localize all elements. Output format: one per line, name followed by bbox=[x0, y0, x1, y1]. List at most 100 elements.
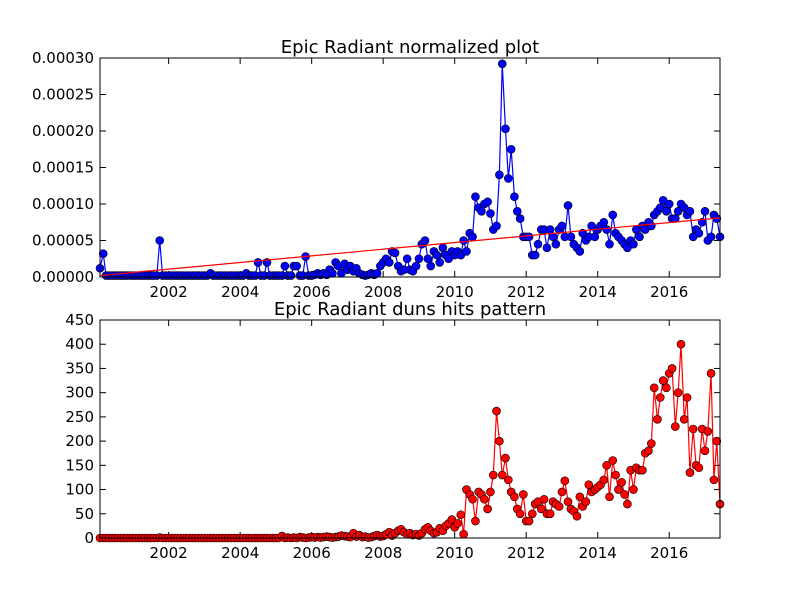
data-point bbox=[483, 197, 492, 207]
data-point bbox=[700, 446, 710, 456]
data-point bbox=[703, 427, 713, 436]
data-point bbox=[599, 475, 609, 485]
data-point bbox=[599, 217, 609, 227]
data-point bbox=[459, 529, 468, 539]
x-tick-label: 2016 bbox=[650, 544, 688, 562]
data-point bbox=[438, 243, 448, 253]
y-tick-label: 0 bbox=[84, 529, 94, 547]
y-tick-label: 100 bbox=[65, 481, 94, 499]
data-point bbox=[560, 476, 570, 486]
data-point bbox=[635, 232, 644, 242]
x-tick-label: 2002 bbox=[150, 283, 188, 301]
data-point bbox=[709, 475, 719, 485]
data-point bbox=[682, 393, 692, 402]
data-point bbox=[575, 492, 585, 502]
data-point bbox=[557, 221, 567, 231]
data-point bbox=[501, 124, 510, 134]
data-point bbox=[685, 468, 695, 477]
data-point bbox=[459, 236, 468, 245]
data-point bbox=[328, 269, 337, 278]
data-point bbox=[608, 210, 618, 220]
data-point bbox=[530, 250, 540, 260]
data-point bbox=[685, 207, 695, 216]
data-point bbox=[614, 485, 623, 494]
data-point bbox=[483, 504, 492, 514]
data-point bbox=[667, 364, 677, 373]
y-tick-label: 0.00005 bbox=[32, 232, 94, 250]
data-point bbox=[384, 258, 394, 267]
data-point bbox=[486, 209, 495, 218]
data-point bbox=[608, 456, 618, 465]
data-point bbox=[575, 247, 585, 256]
data-point bbox=[512, 207, 522, 216]
y-tick-label: 0.00015 bbox=[32, 159, 94, 177]
data-point bbox=[402, 254, 412, 264]
data-point bbox=[426, 261, 436, 271]
data-point bbox=[527, 509, 537, 519]
data-point bbox=[510, 492, 519, 502]
data-point bbox=[542, 243, 552, 253]
data-point bbox=[533, 239, 543, 249]
data-point bbox=[694, 463, 704, 473]
data-point bbox=[524, 232, 534, 242]
data-point bbox=[495, 170, 504, 180]
data-point bbox=[253, 258, 263, 267]
data-point bbox=[492, 406, 501, 416]
data-point bbox=[495, 436, 504, 446]
data-point bbox=[653, 415, 662, 424]
y-tick-label: 150 bbox=[65, 456, 94, 474]
data-point bbox=[372, 269, 382, 278]
data-point bbox=[563, 201, 573, 210]
data-point bbox=[501, 453, 510, 463]
data-point bbox=[504, 475, 513, 485]
data-point bbox=[644, 446, 653, 456]
data-point bbox=[486, 487, 495, 497]
data-point bbox=[679, 415, 689, 424]
x-tick-label: 2014 bbox=[579, 544, 617, 562]
x-tick-label: 2006 bbox=[293, 544, 331, 562]
data-point bbox=[638, 465, 647, 475]
data-point bbox=[602, 461, 611, 470]
x-tick-label: 2016 bbox=[650, 283, 688, 301]
x-tick-label: 2010 bbox=[436, 283, 474, 301]
x-tick-label: 2008 bbox=[364, 544, 402, 562]
data-point bbox=[662, 383, 671, 393]
data-point bbox=[712, 436, 722, 446]
data-point bbox=[497, 470, 507, 480]
data-point bbox=[468, 494, 477, 504]
data-point bbox=[519, 490, 528, 499]
chart-title: Epic Radiant duns hits pattern bbox=[274, 299, 546, 320]
y-tick-label: 0.00030 bbox=[32, 49, 94, 67]
data-point bbox=[286, 271, 296, 280]
plot-frame bbox=[99, 57, 721, 278]
x-tick-label: 2012 bbox=[507, 544, 545, 562]
data-point bbox=[462, 247, 471, 256]
data-point bbox=[524, 516, 534, 526]
data-point bbox=[390, 248, 400, 258]
data-point bbox=[545, 225, 555, 234]
data-point bbox=[477, 207, 486, 216]
data-point bbox=[551, 239, 561, 249]
data-point bbox=[414, 254, 424, 264]
data-point bbox=[420, 236, 430, 245]
data-point bbox=[611, 470, 620, 480]
data-point bbox=[536, 504, 546, 514]
data-point bbox=[557, 487, 567, 497]
data-point bbox=[694, 228, 704, 238]
data-point bbox=[590, 232, 600, 242]
data-point bbox=[98, 249, 108, 258]
data-point bbox=[554, 502, 564, 511]
x-tick-label: 2006 bbox=[293, 283, 331, 301]
data-point bbox=[492, 221, 501, 231]
data-point bbox=[155, 236, 165, 245]
data-point bbox=[658, 376, 668, 385]
data-point bbox=[664, 199, 674, 209]
x-tick-label: 2008 bbox=[364, 283, 402, 301]
y-tick-label: 50 bbox=[75, 505, 94, 523]
y-tick-label: 0.00025 bbox=[32, 86, 94, 104]
data-point bbox=[662, 207, 671, 216]
data-point bbox=[489, 470, 498, 480]
data-point bbox=[497, 59, 507, 69]
